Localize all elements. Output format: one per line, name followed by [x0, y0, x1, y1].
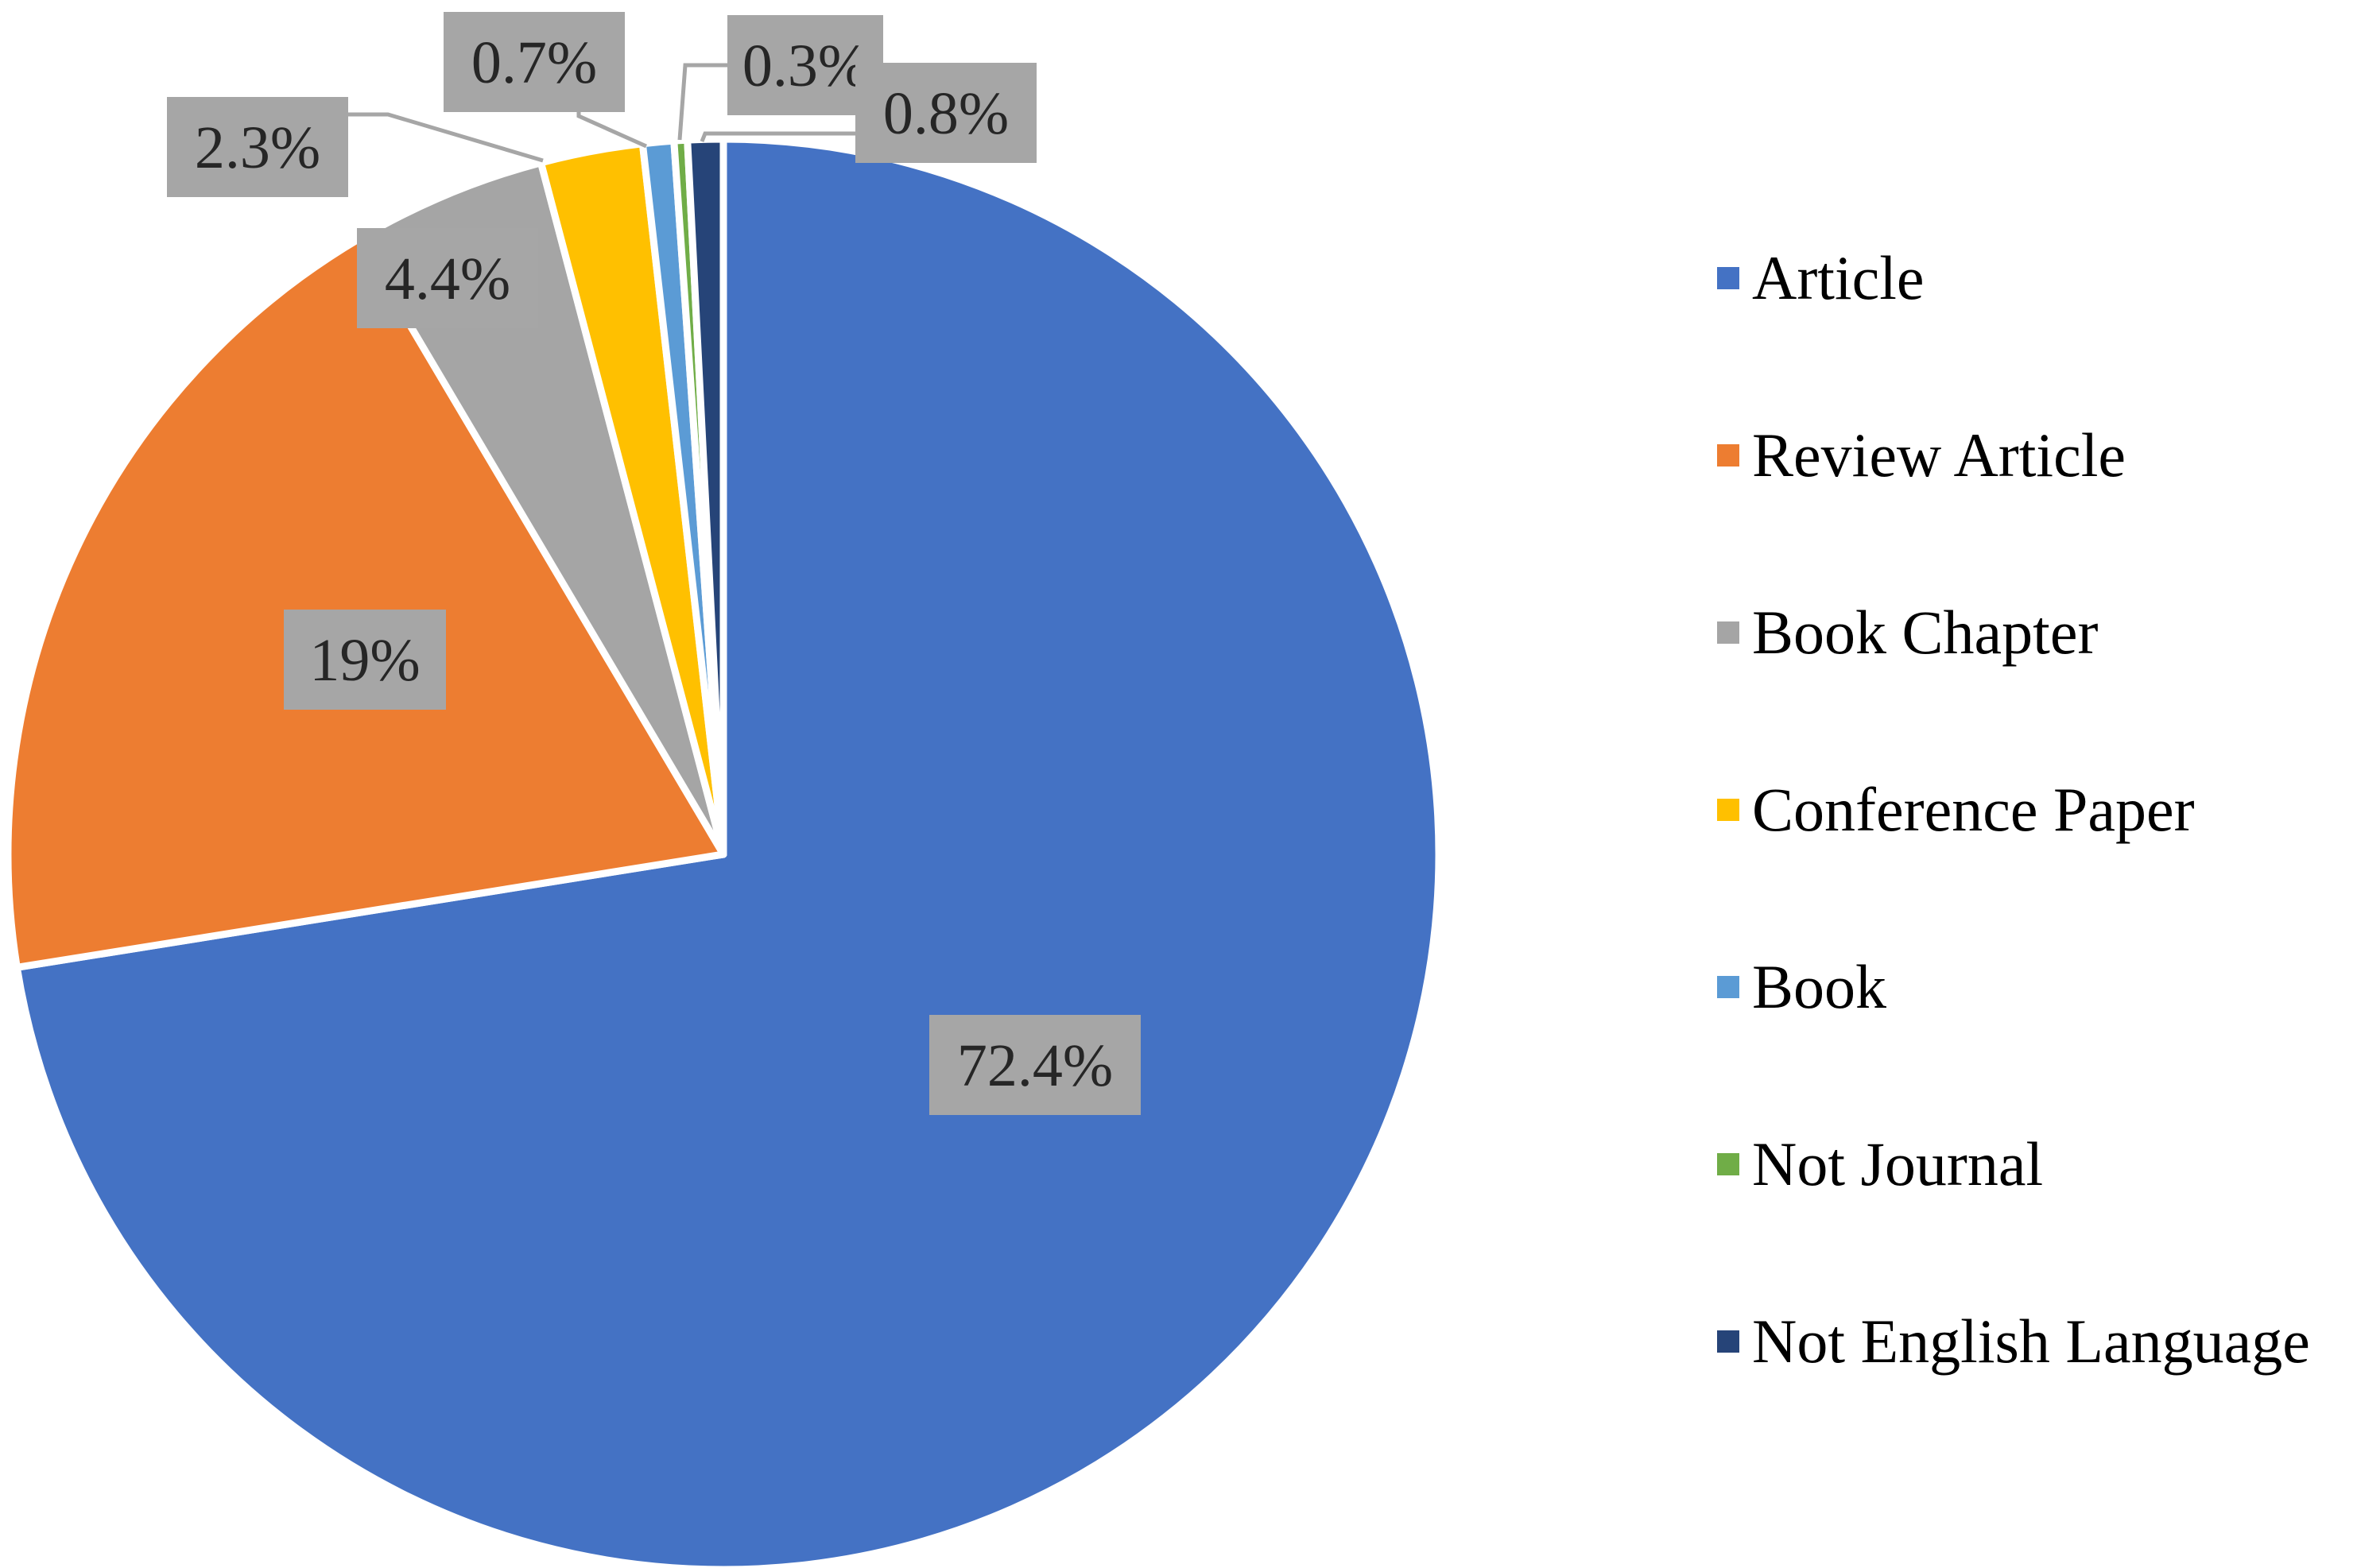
data-label-box-article [929, 1015, 1141, 1115]
pie-slice-not-english-language [684, 135, 727, 858]
data-label-box-not-english-language [855, 63, 1037, 163]
leader-line-not-journal [677, 63, 727, 141]
data-label-book-chapter: 4.4% [385, 246, 510, 312]
data-label-not-journal: 0.3% [742, 33, 868, 99]
legend-swatch-book-chapter [1717, 621, 1739, 644]
leader-line-book [576, 112, 648, 149]
data-label-article: 72.4% [957, 1032, 1113, 1099]
leader-line-conference-paper [342, 112, 544, 163]
legend-label-review-article: Review Article [1752, 420, 2126, 490]
data-label-book: 0.7% [471, 29, 597, 96]
pie-slice-article [13, 135, 1443, 1568]
legend: Article Review Article Book Chapter Confere… [1717, 243, 2310, 1376]
legend-swatch-not-english-language [1717, 1330, 1739, 1353]
legend-label-conference-paper: Conference Paper [1752, 775, 2195, 844]
legend-swatch-review-article [1717, 444, 1739, 467]
data-labels: 72.4% 19% 4.4% 2.3% 0.7% 0.3%0.8% [167, 12, 1141, 1115]
data-label-conference-paper: 2.3% [195, 114, 320, 181]
legend-swatch-not-journal [1717, 1153, 1739, 1175]
leader-line-not-english-language [700, 131, 855, 142]
data-label-not-english-language: 0.8% [883, 80, 1009, 147]
legend-label-not-journal: Not Journal [1752, 1129, 2043, 1198]
legend-label-article: Article [1752, 243, 1925, 312]
data-label-box-review-article [284, 610, 446, 710]
data-label-box-conference-paper [167, 97, 348, 197]
legend-swatch-book [1717, 976, 1739, 998]
pie-slice-review-article [4, 235, 727, 971]
legend-label-book: Book [1752, 952, 1886, 1021]
legend-swatch-conference-paper [1717, 799, 1739, 821]
data-label-review-article: 19% [309, 627, 420, 694]
legend-swatch-article [1717, 267, 1739, 289]
label-leader-lines [342, 63, 855, 163]
data-label-box-book [444, 12, 625, 112]
data-label-box-book-chapter [357, 228, 538, 328]
legend-label-book-chapter: Book Chapter [1752, 598, 2098, 667]
legend-label-not-english-language: Not English Language [1752, 1307, 2310, 1376]
pie-slices [4, 135, 1443, 1568]
